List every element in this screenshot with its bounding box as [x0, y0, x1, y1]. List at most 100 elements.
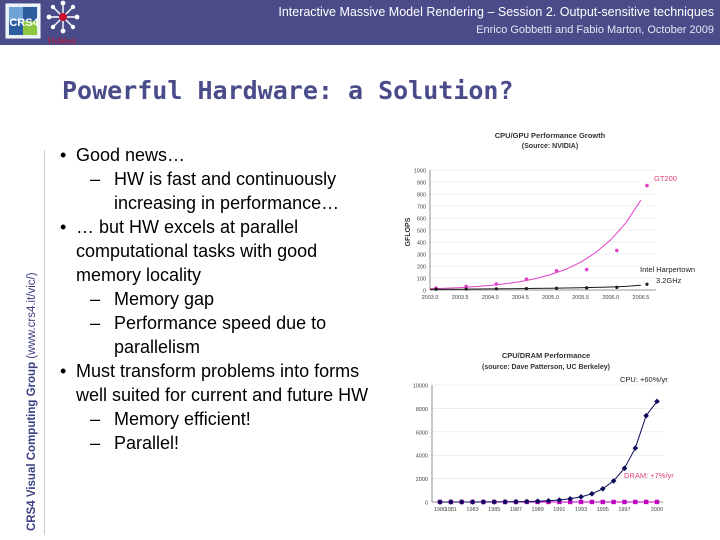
- cpu-point: [585, 286, 589, 290]
- cpu-point: [469, 499, 476, 505]
- annotation-dram-growth: DRAM: +7%/yr: [624, 471, 674, 480]
- y-tick-label: 200: [417, 265, 426, 271]
- visweek-logo-icon: [46, 0, 80, 34]
- y-tick-label: 700: [417, 205, 426, 211]
- dram-point: [589, 499, 595, 505]
- bullet-list: Good news… HW is fast and continuously i…: [60, 143, 375, 455]
- cpu-series-line: [440, 401, 658, 503]
- cpu-point: [491, 499, 498, 505]
- sub-bullet-item: Memory gap: [60, 287, 375, 311]
- gpu-series-line: [429, 199, 642, 290]
- chart-title: CPU/DRAM Performance: [502, 351, 590, 360]
- y-axis-label: GFLOPS: [405, 217, 412, 246]
- cpu-point: [615, 285, 619, 289]
- gpu-point: [464, 284, 468, 289]
- x-tick-label: 2000: [651, 507, 663, 513]
- cpu-point: [434, 287, 438, 291]
- cpu-point: [643, 412, 649, 419]
- y-tick-label: 8000: [416, 407, 428, 413]
- dram-point: [611, 499, 616, 505]
- gpu-point: [554, 269, 559, 273]
- y-tick-labels: 0 2000 4000 6000 8000 10000: [413, 384, 428, 507]
- series-lines: [429, 199, 642, 290]
- x-tick-label: 1997: [618, 507, 630, 513]
- sub-bullet-item: Memory efficient!: [60, 407, 375, 431]
- bullet-item: … but HW excels at parallel computationa…: [60, 215, 375, 287]
- crs4-logo-text: CRS4: [9, 17, 39, 29]
- y-tick-labels: 0 100 200 300 400 500 600 700 800 900 1000: [414, 169, 426, 295]
- cpu-point: [578, 494, 584, 500]
- axes: [431, 385, 663, 503]
- cpu-point: [448, 499, 454, 505]
- x-tick-label: 2004.5: [512, 295, 529, 301]
- cpu-point: [534, 498, 541, 505]
- cpu-point: [632, 445, 639, 451]
- cpu-point: [464, 287, 468, 291]
- dram-point: [643, 499, 649, 505]
- x-tick-label: 1983: [466, 507, 478, 513]
- sidebar-group-url: (www.crs4.it/vic/): [26, 272, 38, 359]
- y-tick-label: 300: [417, 253, 426, 259]
- cpu-point: [502, 499, 508, 505]
- gridlines: [432, 384, 663, 503]
- cpu-point: [494, 287, 498, 291]
- dram-point: [622, 499, 627, 505]
- cpu-point: [567, 495, 573, 502]
- cpu-point: [589, 490, 595, 497]
- y-tick-label: 1000: [414, 169, 426, 175]
- chart-subtitle: (Source: NVIDIA): [522, 143, 578, 150]
- annotation-intel-freq: 3.2GHz: [656, 276, 682, 285]
- annotation-cpu-growth: CPU: +60%/yr: [620, 375, 668, 384]
- y-tick-label: 900: [417, 181, 426, 187]
- cpu-point: [554, 286, 559, 290]
- cpu-point: [513, 498, 519, 505]
- y-tick-label: 400: [417, 241, 426, 247]
- crs4-logo: CRS4: [5, 3, 41, 39]
- dram-point: [578, 499, 584, 505]
- x-tick-label: 2006.5: [633, 295, 650, 301]
- y-tick-label: 2000: [416, 477, 428, 483]
- y-tick-label: 100: [417, 277, 426, 283]
- gridlines: [430, 169, 656, 291]
- x-tick-label: 1989: [532, 507, 544, 513]
- bullet-item: Good news…: [60, 143, 375, 167]
- sidebar-divider: [44, 150, 45, 535]
- bullet-item: Must transform problems into forms well …: [60, 359, 375, 407]
- dram-performance-chart: CPU/DRAM Performance (source: Dave Patte…: [413, 351, 675, 513]
- gpu-point: [645, 183, 649, 188]
- series-lines: [440, 401, 658, 503]
- cpu-point: [524, 286, 529, 291]
- gpu-performance-chart: CPU/GPU Performance Growth (Source: NVID…: [405, 131, 695, 301]
- x-tick-label: 2005.5: [572, 295, 589, 301]
- gpu-point: [615, 248, 619, 253]
- sub-bullet-item: Parallel!: [60, 431, 375, 455]
- x-tick-label: 1985: [488, 507, 500, 513]
- x-tick-label: 2004.0: [482, 295, 499, 301]
- series-points: [437, 398, 660, 505]
- gpu-point: [494, 282, 499, 286]
- header-bar: Interactive Massive Model Rendering – Se…: [0, 0, 720, 45]
- visweek-logo-text: VisWeek: [47, 36, 77, 46]
- cpu-point: [437, 499, 443, 505]
- gpu-point: [584, 267, 589, 272]
- y-tick-label: 600: [417, 217, 426, 223]
- cpu-point: [621, 465, 628, 472]
- cpu-point: [524, 498, 530, 505]
- sub-bullet-item: HW is fast and continuously increasing i…: [60, 167, 375, 215]
- chart-subtitle: (source: Dave Patterson, UC Berkeley): [482, 364, 610, 371]
- annotation-intel: Intel Harpertown: [640, 265, 695, 274]
- header-title: Interactive Massive Model Rendering – Se…: [278, 5, 714, 19]
- y-tick-label: 0: [425, 501, 428, 507]
- sidebar-group-name: CRS4 Visual Computing Group: [26, 361, 38, 531]
- y-tick-label: 4000: [416, 454, 428, 460]
- y-tick-label: 6000: [416, 430, 428, 436]
- gpu-point: [524, 277, 529, 281]
- slide-title: Powerful Hardware: a Solution?: [62, 76, 514, 105]
- y-tick-label: 0: [423, 289, 426, 295]
- dram-point: [568, 499, 573, 505]
- cpu-point: [610, 478, 617, 484]
- x-tick-label: 1991: [553, 507, 565, 513]
- dram-point: [600, 499, 605, 505]
- axes: [429, 170, 656, 291]
